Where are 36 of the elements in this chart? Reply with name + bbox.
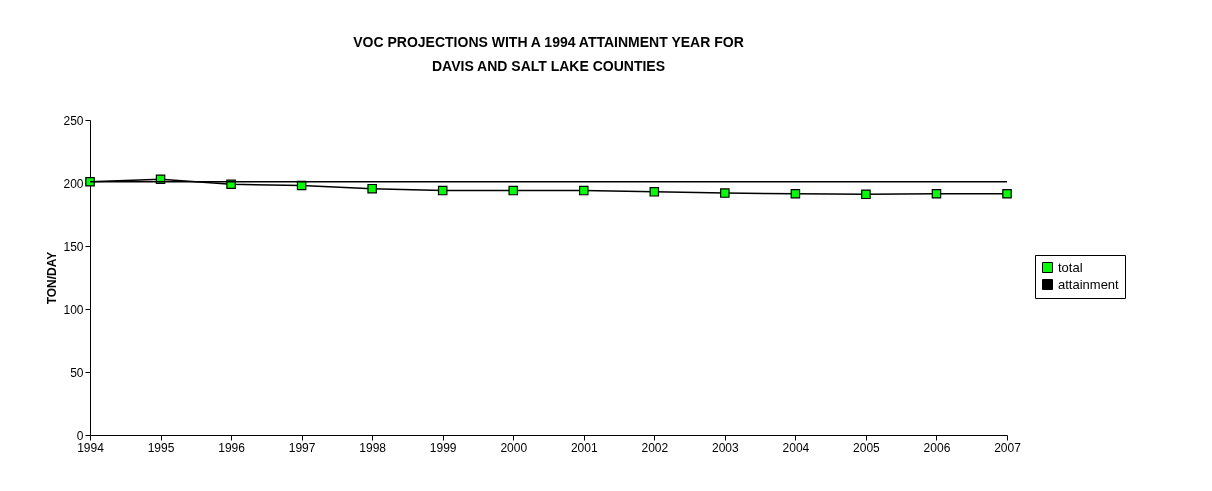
legend-label: attainment	[1058, 276, 1120, 292]
point	[1002, 188, 1012, 199]
point	[790, 188, 801, 199]
point	[85, 176, 95, 187]
y-axis-title: TON/DAY	[45, 251, 60, 305]
y-tick-label: 250	[63, 113, 84, 128]
x-tick-label: 2004	[782, 440, 810, 455]
y-tick-label: 200	[63, 176, 84, 191]
x-tick-label: 2006	[923, 440, 951, 455]
x-tick-label: 2003	[711, 440, 740, 455]
x-tick-label: 2005	[853, 440, 881, 455]
x-tick-label: 2000	[500, 440, 528, 455]
x-tick-label: 1995	[147, 440, 175, 455]
x-tick-label: 2007	[994, 440, 1022, 455]
text: DAVIS AND SALT LAKE COUNTIES	[431, 58, 666, 74]
point	[720, 188, 730, 198]
y-tick-label: 0	[76, 428, 84, 443]
x-tick-label: 2001	[570, 440, 598, 455]
y-tick-label: 100	[63, 302, 84, 317]
x-tick-label: 1996	[218, 440, 246, 455]
text: VOC PROJECTIONS WITH A 1994 ATTAINMENT YEAR FOR	[353, 34, 744, 50]
point	[367, 183, 377, 194]
point	[578, 185, 589, 196]
x-tick-label: 1999	[429, 440, 457, 455]
x-tick-label: 1994	[77, 440, 105, 455]
y-tick-label: 50	[70, 365, 84, 380]
point	[861, 189, 871, 200]
x-tick-label: 1997	[288, 440, 316, 455]
point	[649, 187, 660, 197]
y-tick-label: 150	[63, 239, 84, 254]
point	[508, 185, 519, 196]
x-tick-label: 2002	[641, 440, 669, 455]
point	[931, 188, 942, 199]
point	[437, 185, 448, 196]
x-tick-label: 1998	[359, 440, 387, 455]
legend-label: total	[1058, 259, 1083, 275]
